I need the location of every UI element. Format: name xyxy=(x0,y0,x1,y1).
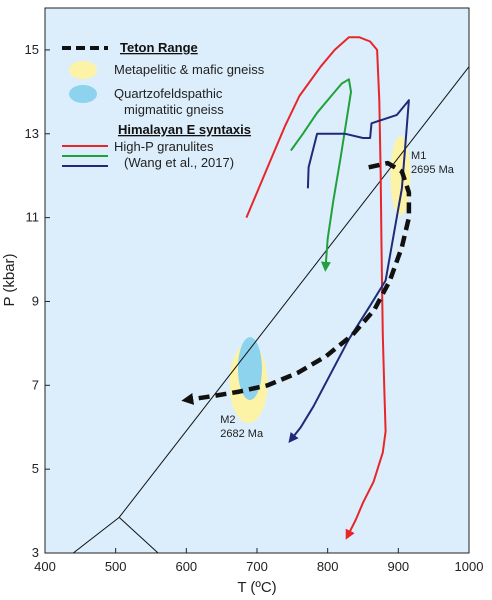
y-axis-title: P (kbar) xyxy=(1,253,18,306)
y-tick-label: 13 xyxy=(25,126,39,141)
annotation-age-0: 2695 Ma xyxy=(411,164,455,176)
legend-entry-quartzofeldspathic: Quartzofeldspathic xyxy=(114,86,223,101)
legend-symbol-blue xyxy=(69,85,97,103)
x-tick-label: 1000 xyxy=(455,559,484,574)
annotation-age-1: 2682 Ma xyxy=(220,428,264,440)
x-tick-label: 900 xyxy=(387,559,409,574)
plot-background xyxy=(45,8,469,553)
legend-header-teton: Teton Range xyxy=(120,40,198,55)
legend-header-himalayan: Himalayan E syntaxis xyxy=(118,122,251,137)
y-tick-label: 11 xyxy=(26,210,40,225)
y-tick-label: 3 xyxy=(32,545,39,560)
x-tick-label: 400 xyxy=(34,559,56,574)
legend-entry-quartzofeldspathic-line2: migmatitic gneiss xyxy=(124,102,224,117)
reaction-line-1 xyxy=(72,516,120,553)
x-tick-label: 700 xyxy=(246,559,268,574)
legend-symbol-yellow xyxy=(69,61,97,79)
y-tick-label: 5 xyxy=(32,461,39,476)
annotation-label-0: M1 xyxy=(411,150,426,162)
legend: Teton Range Metapelitic & mafic gneiss Q… xyxy=(62,40,265,170)
x-axis-title: T (ºC) xyxy=(237,579,276,596)
annotation-label-1: M2 xyxy=(220,414,235,426)
y-tick-label: 9 xyxy=(32,293,39,308)
legend-entry-wang: (Wang et al., 2017) xyxy=(124,155,234,170)
reaction-line-2 xyxy=(118,516,159,553)
pt-path-0 xyxy=(245,36,387,540)
y-tick-label: 15 xyxy=(25,42,39,57)
field-ellipse-1 xyxy=(237,337,262,400)
legend-entry-high-p: High-P granulites xyxy=(114,139,214,154)
pt-path-2 xyxy=(288,99,410,443)
pt-path-3 xyxy=(181,160,412,405)
y-tick-label: 7 xyxy=(32,377,39,392)
reaction-line-0 xyxy=(118,66,469,518)
x-tick-label: 600 xyxy=(175,559,197,574)
x-tick-label: 800 xyxy=(317,559,339,574)
x-tick-label: 500 xyxy=(105,559,127,574)
legend-entry-metapelitic: Metapelitic & mafic gneiss xyxy=(114,62,265,77)
pt-path-1 xyxy=(290,78,352,272)
